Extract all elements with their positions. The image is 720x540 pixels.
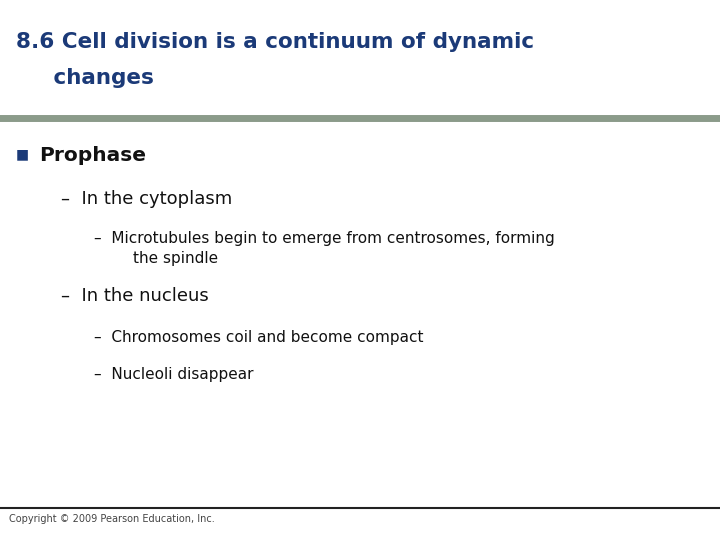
Text: –  Nucleoli disappear: – Nucleoli disappear [94, 367, 253, 382]
Text: Copyright © 2009 Pearson Education, Inc.: Copyright © 2009 Pearson Education, Inc. [9, 515, 215, 524]
Text: –  Microtubules begin to emerge from centrosomes, forming
        the spindle: – Microtubules begin to emerge from cent… [94, 231, 554, 266]
Text: –  Chromosomes coil and become compact: – Chromosomes coil and become compact [94, 330, 423, 346]
Text: 8.6 Cell division is a continuum of dynamic: 8.6 Cell division is a continuum of dyna… [16, 32, 534, 52]
Text: ■: ■ [16, 147, 29, 161]
Text: –  In the cytoplasm: – In the cytoplasm [61, 190, 233, 208]
Text: –  In the nucleus: – In the nucleus [61, 287, 209, 305]
Text: Prophase: Prophase [40, 146, 147, 165]
Text: changes: changes [16, 68, 153, 87]
